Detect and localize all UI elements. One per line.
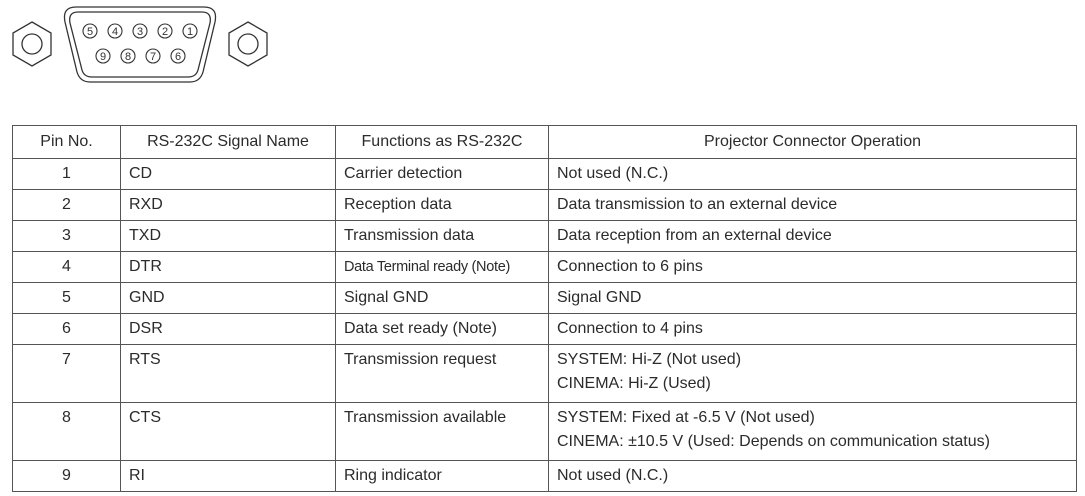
operation-line: Data reception from an external device <box>557 227 832 244</box>
header-function: Functions as RS-232C <box>335 125 549 159</box>
operation-line: Signal GND <box>557 289 642 306</box>
connector-shell <box>63 6 217 83</box>
pin-no-cell: 3 <box>12 220 121 252</box>
operation-cell: Not used (N.C.) <box>548 158 1077 190</box>
left-hex-nut-icon <box>12 21 52 67</box>
pin-4: 4 <box>107 23 123 39</box>
operation-line: Connection to 4 pins <box>557 320 703 337</box>
signal-name-cell: RXD <box>120 189 336 221</box>
pin-8: 8 <box>120 48 136 64</box>
signal-name-cell: GND <box>120 282 336 314</box>
pin-number: 3 <box>137 26 143 38</box>
table-row: 9 RI Ring indicator Not used (N.C.) <box>12 460 1077 492</box>
function-cell: Transmission available <box>335 402 549 461</box>
pin-5: 5 <box>82 23 98 39</box>
table-row: 8 CTS Transmission available SYSTEM: Fix… <box>12 402 1077 461</box>
pin-number: 7 <box>150 51 156 63</box>
signal-name-cell: DSR <box>120 313 336 345</box>
table-row: 2 RXD Reception data Data transmission t… <box>12 189 1077 221</box>
pin-no-cell: 5 <box>12 282 121 314</box>
function-cell: Reception data <box>335 189 549 221</box>
operation-cell: Connection to 4 pins <box>548 313 1077 345</box>
operation-line: Not used (N.C.) <box>557 165 669 182</box>
function-cell: Transmission request <box>335 344 549 403</box>
pin-number: 1 <box>187 26 193 38</box>
function-cell: Data set ready (Note) <box>335 313 549 345</box>
operation-line: SYSTEM: Hi-Z (Not used) <box>557 351 742 368</box>
table-row: 4 DTR Data Terminal ready (Note) Connect… <box>12 251 1077 283</box>
operation-cell: Data transmission to an external device <box>548 189 1077 221</box>
operation-line: Connection to 6 pins <box>557 258 703 275</box>
pin-no-cell: 2 <box>12 189 121 221</box>
function-cell: Signal GND <box>335 282 549 314</box>
operation-cell: Signal GND <box>548 282 1077 314</box>
operation-cell: SYSTEM: Fixed at -6.5 V (Not used) CINEMA… <box>548 402 1077 461</box>
table-row: 5 GND Signal GND Signal GND <box>12 282 1077 314</box>
pin-number: 4 <box>112 26 118 38</box>
pin-number: 8 <box>125 51 131 63</box>
signal-name-cell: CTS <box>120 402 336 461</box>
table-row: 7 RTS Transmission request SYSTEM: Hi-Z … <box>12 344 1077 403</box>
pin-array: 5 4 3 2 1 9 8 7 6 <box>82 23 198 64</box>
pin-no-cell: 4 <box>12 251 121 283</box>
pin-assignment-table: Pin No. RS-232C Signal Name Functions as… <box>12 125 1077 492</box>
pin-9: 9 <box>95 48 111 64</box>
header-pin-no: Pin No. <box>12 125 121 159</box>
operation-line: Data transmission to an external device <box>557 196 838 213</box>
operation-cell: Not used (N.C.) <box>548 460 1077 492</box>
function-cell: Ring indicator <box>335 460 549 492</box>
operation-cell: SYSTEM: Hi-Z (Not used) CINEMA: Hi-Z (Use… <box>548 344 1077 403</box>
signal-name-cell: CD <box>120 158 336 190</box>
pin-no-cell: 9 <box>12 460 121 492</box>
signal-name-cell: DTR <box>120 251 336 283</box>
operation-line: CINEMA: ±10.5 V (Used: Depends on commun… <box>557 433 990 450</box>
table-row: 1 CD Carrier detection Not used (N.C.) <box>12 158 1077 190</box>
signal-name-cell: RTS <box>120 344 336 403</box>
pin-no-cell: 6 <box>12 313 121 345</box>
pin-2: 2 <box>157 23 173 39</box>
pin-6: 6 <box>170 48 186 64</box>
operation-cell: Data reception from an external device <box>548 220 1077 252</box>
pin-number: 6 <box>175 51 181 63</box>
header-signal-name: RS-232C Signal Name <box>120 125 336 159</box>
operation-line: CINEMA: Hi-Z (Used) <box>557 375 711 392</box>
pin-3: 3 <box>132 23 148 39</box>
pin-number: 9 <box>100 51 106 63</box>
pin-no-cell: 8 <box>12 402 121 461</box>
right-hex-nut-icon <box>228 21 268 67</box>
pin-no-cell: 1 <box>12 158 121 190</box>
pin-no-cell: 7 <box>12 344 121 403</box>
pin-number: 2 <box>162 26 168 38</box>
table-header-row: Pin No. RS-232C Signal Name Functions as… <box>12 125 1077 159</box>
pin-number: 5 <box>87 26 93 38</box>
pin-1: 1 <box>182 23 198 39</box>
table-row: 3 TXD Transmission data Data reception f… <box>12 220 1077 252</box>
signal-name-cell: TXD <box>120 220 336 252</box>
table-row: 6 DSR Data set ready (Note) Connection t… <box>12 313 1077 345</box>
operation-line: Not used (N.C.) <box>557 467 669 484</box>
function-cell: Transmission data <box>335 220 549 252</box>
function-cell: Carrier detection <box>335 158 549 190</box>
header-operation: Projector Connector Operation <box>548 125 1077 159</box>
signal-name-cell: RI <box>120 460 336 492</box>
function-cell: Data Terminal ready (Note) <box>335 251 549 283</box>
operation-cell: Connection to 6 pins <box>548 251 1077 283</box>
pin-7: 7 <box>145 48 161 64</box>
operation-line: SYSTEM: Fixed at -6.5 V (Not used) <box>557 409 815 426</box>
dsub9-connector-diagram: 5 4 3 2 1 9 8 7 6 <box>12 6 268 83</box>
